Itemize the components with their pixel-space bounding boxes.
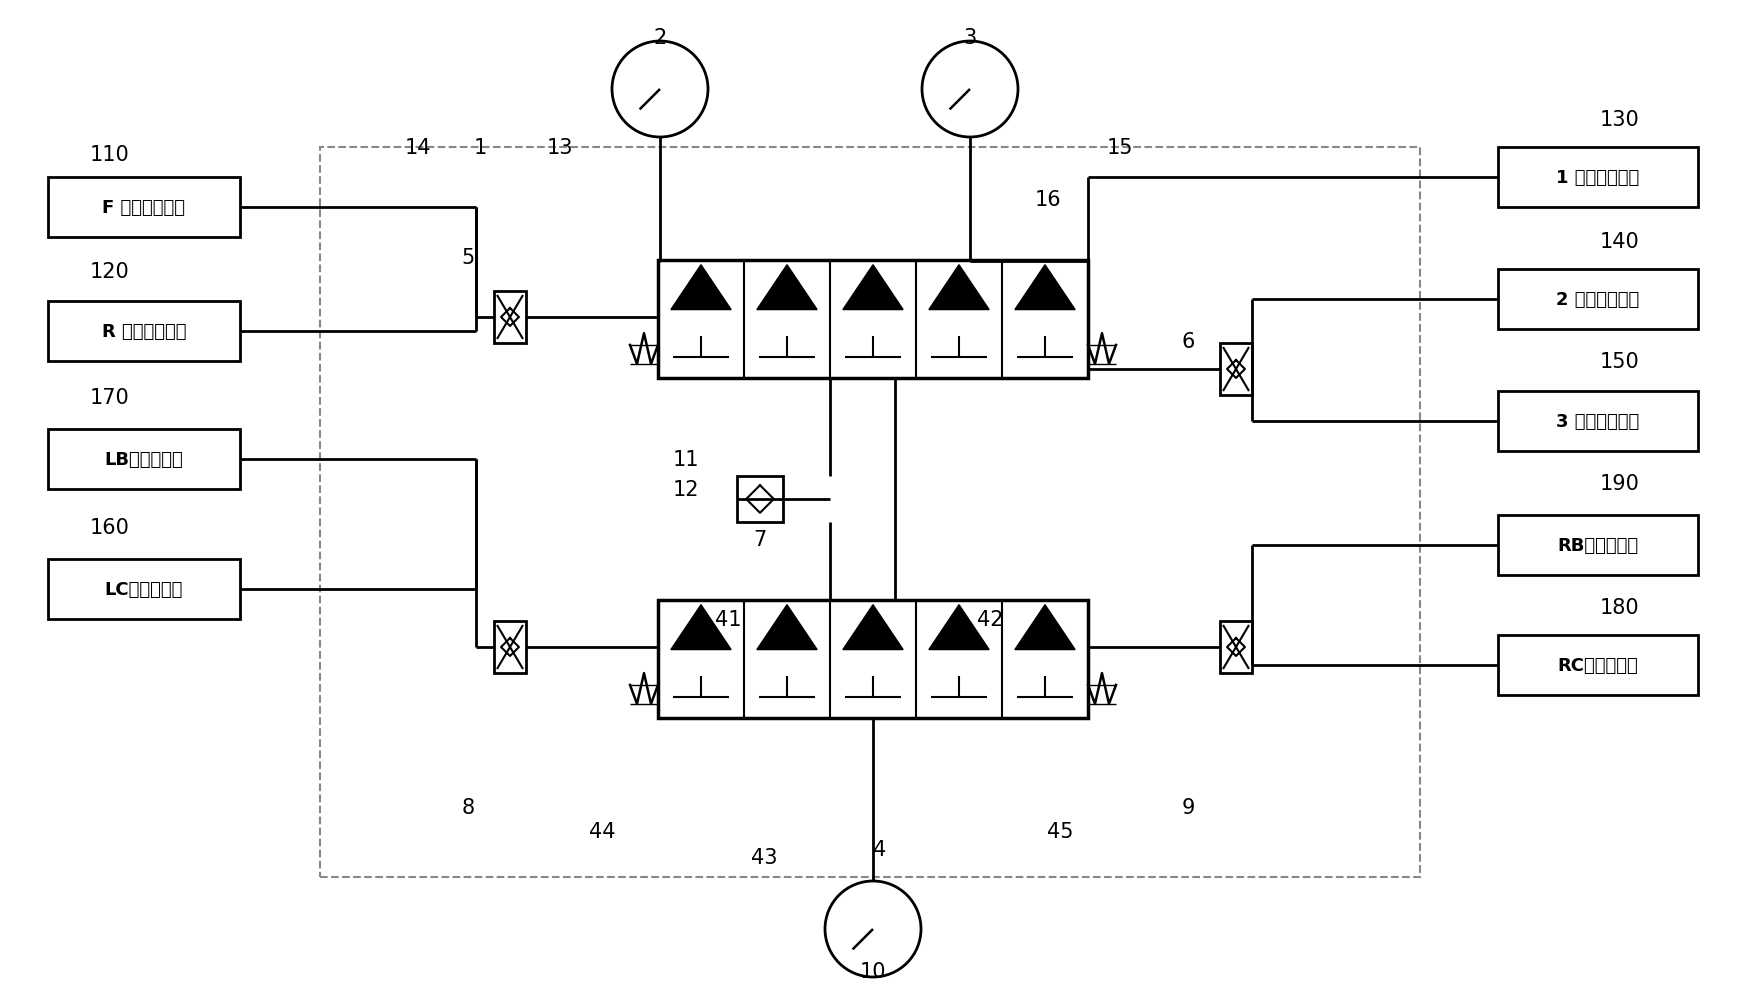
Text: 11: 11 <box>672 449 698 469</box>
Text: 10: 10 <box>859 961 887 981</box>
Bar <box>658 261 1088 378</box>
Polygon shape <box>929 605 988 650</box>
Polygon shape <box>758 605 817 650</box>
Bar <box>737 476 782 523</box>
Text: 150: 150 <box>1599 352 1639 372</box>
Bar <box>320 147 1419 878</box>
Text: 130: 130 <box>1599 110 1639 129</box>
Text: 2 档离合器压力: 2 档离合器压力 <box>1556 291 1639 309</box>
Text: R 档离合器压力: R 档离合器压力 <box>101 323 187 341</box>
Polygon shape <box>843 605 903 650</box>
Text: 44: 44 <box>588 821 615 842</box>
Text: 45: 45 <box>1048 821 1074 842</box>
Text: 15: 15 <box>1107 137 1133 157</box>
Text: 43: 43 <box>751 848 777 868</box>
Text: F 档离合器压力: F 档离合器压力 <box>103 199 185 217</box>
Bar <box>658 601 1088 718</box>
Text: 170: 170 <box>91 387 129 407</box>
Polygon shape <box>758 266 817 310</box>
Text: 190: 190 <box>1599 473 1639 493</box>
Text: 2: 2 <box>653 28 667 48</box>
Text: 4: 4 <box>873 840 887 860</box>
Text: 110: 110 <box>91 144 129 164</box>
Polygon shape <box>1014 605 1076 650</box>
Text: 6: 6 <box>1182 332 1194 352</box>
Polygon shape <box>929 266 988 310</box>
Text: RC离合器压力: RC离合器压力 <box>1557 656 1638 674</box>
Text: 12: 12 <box>672 479 698 499</box>
Polygon shape <box>670 266 732 310</box>
Text: 14: 14 <box>405 137 431 157</box>
Bar <box>47 429 239 489</box>
Text: 13: 13 <box>546 137 573 157</box>
Bar <box>47 178 239 238</box>
Bar <box>494 622 526 673</box>
Text: 5: 5 <box>461 248 475 268</box>
Bar <box>1220 622 1252 673</box>
Text: 160: 160 <box>91 518 129 538</box>
Text: 9: 9 <box>1182 797 1194 817</box>
Bar <box>47 302 239 362</box>
Text: RB离合器压力: RB离合器压力 <box>1557 537 1638 555</box>
Text: 42: 42 <box>976 610 1004 629</box>
Bar <box>1498 391 1699 451</box>
Bar <box>1498 635 1699 695</box>
Bar <box>1498 147 1699 208</box>
Text: 3 档离合器压力: 3 档离合器压力 <box>1556 412 1639 430</box>
Text: 16: 16 <box>1035 190 1062 210</box>
Text: 120: 120 <box>91 262 129 282</box>
Bar <box>1220 344 1252 395</box>
Text: 3: 3 <box>964 28 976 48</box>
Polygon shape <box>670 605 732 650</box>
Text: 180: 180 <box>1599 598 1639 618</box>
Bar <box>494 292 526 344</box>
Text: 7: 7 <box>753 530 766 550</box>
Polygon shape <box>1014 266 1076 310</box>
Text: 1 档离合器压力: 1 档离合器压力 <box>1556 169 1639 187</box>
Text: 8: 8 <box>461 797 475 817</box>
Text: 140: 140 <box>1599 232 1639 252</box>
Bar <box>1498 516 1699 576</box>
Bar <box>1498 270 1699 330</box>
Text: LB离合器压力: LB离合器压力 <box>105 450 183 468</box>
Text: 1: 1 <box>473 137 487 157</box>
Text: 41: 41 <box>714 610 742 629</box>
Polygon shape <box>843 266 903 310</box>
Bar <box>47 560 239 620</box>
Text: LC离合器压力: LC离合器压力 <box>105 581 183 599</box>
